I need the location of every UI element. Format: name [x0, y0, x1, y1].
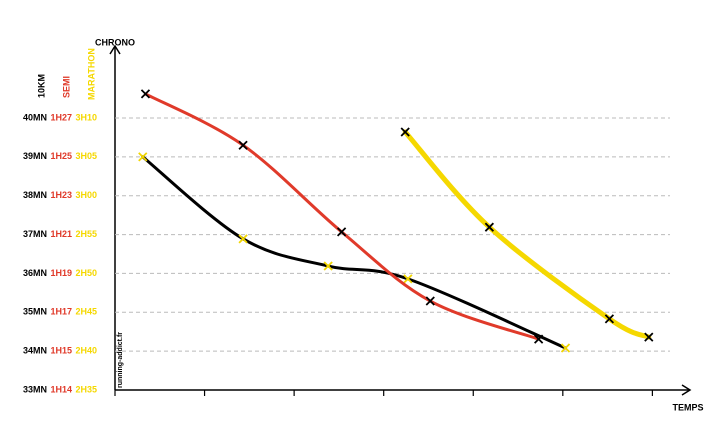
y-tick-label-marathon: 2H50: [75, 268, 97, 278]
y-tick-label-marathon: 2H35: [75, 384, 97, 394]
y-tick-label-semi: 1H15: [50, 346, 72, 356]
y-tick-label: 40MN: [23, 112, 47, 122]
legend-label: SEMI: [61, 76, 71, 98]
y-tick-label-marathon: 2H55: [75, 229, 97, 239]
y-tick-label: 39MN: [23, 151, 47, 161]
y-tick-label-semi: 1H19: [50, 268, 72, 278]
data-marker: [323, 261, 333, 271]
data-marker: [604, 314, 615, 324]
y-tick-label-semi: 1H21: [50, 229, 72, 239]
x-arrow: [681, 384, 692, 396]
data-marker: [238, 140, 248, 150]
data-marker: [138, 152, 148, 162]
y-tick-label-marathon: 2H40: [75, 346, 97, 356]
y-tick-label-semi: 1H14: [50, 384, 72, 394]
data-marker: [400, 127, 410, 137]
y-tick-label: 38MN: [23, 190, 47, 200]
y-tick-label-marathon: 2H45: [75, 307, 97, 317]
data-marker: [644, 332, 654, 342]
y-tick-label: 34MN: [23, 346, 47, 356]
series-line: [402, 129, 652, 340]
y-tick-label: 36MN: [23, 268, 47, 278]
series-line: [141, 155, 568, 350]
watermark: running-addict.fr: [117, 332, 124, 388]
y-tick-label-semi: 1H25: [50, 151, 72, 161]
data-marker: [403, 274, 413, 284]
data-marker: [238, 234, 248, 244]
legend-label: MARATHON: [86, 48, 96, 100]
y-tick-label: 35MN: [23, 307, 47, 317]
data-marker: [534, 334, 544, 344]
data-marker: [560, 343, 571, 353]
y-tick-label-semi: 1H23: [50, 190, 72, 200]
y-tick-label-marathon: 3H00: [75, 190, 97, 200]
data-marker: [425, 296, 435, 306]
data-marker: [336, 227, 347, 237]
y-arrow: [109, 44, 121, 55]
legend-label: 10KM: [36, 74, 46, 98]
y-tick-label-semi: 1H17: [50, 307, 72, 317]
x-title: TEMPS: [672, 402, 703, 412]
y-tick-label: 37MN: [23, 229, 47, 239]
data-marker: [140, 89, 151, 99]
y-tick-label-marathon: 3H10: [75, 112, 97, 122]
y-title: CHRONO: [95, 37, 135, 47]
y-tick-label: 33MN: [23, 384, 47, 394]
y-tick-label-marathon: 3H05: [75, 151, 97, 161]
data-marker: [484, 222, 495, 232]
y-tick-label-semi: 1H27: [50, 112, 72, 122]
